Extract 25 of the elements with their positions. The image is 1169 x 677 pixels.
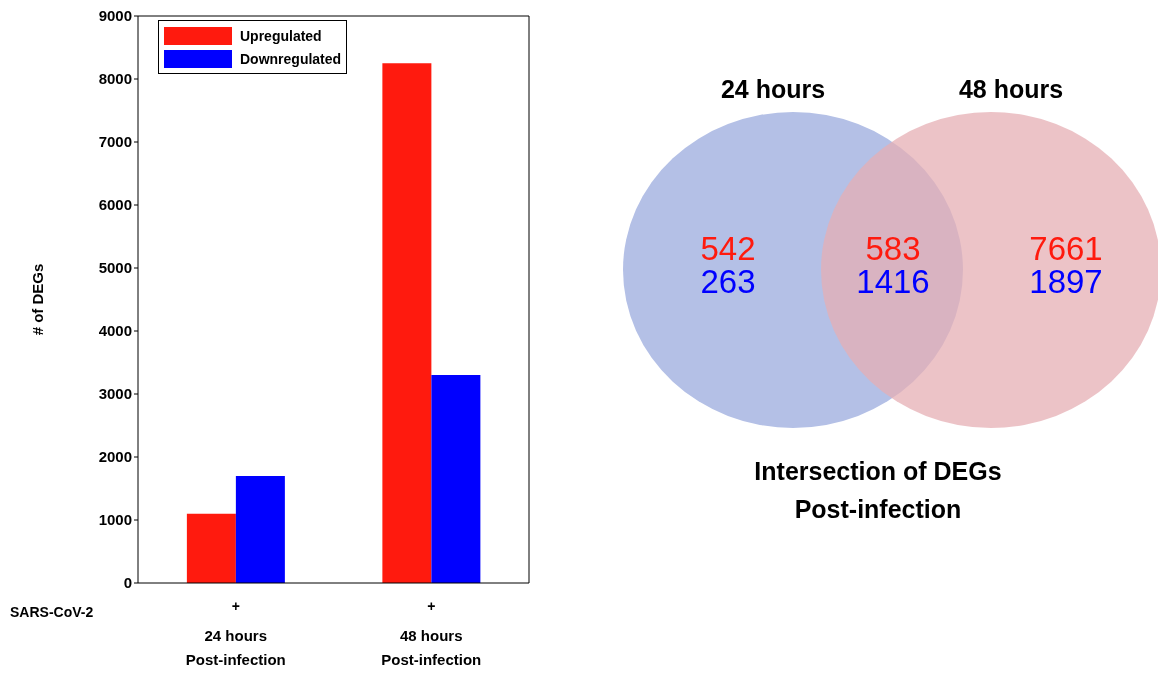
- legend-label: Upregulated: [240, 27, 322, 44]
- y-tick-label: 0: [123, 574, 132, 592]
- bar: [235, 475, 285, 583]
- bar: [431, 375, 481, 583]
- y-tick-label: 8000: [98, 70, 132, 88]
- legend-label: Downregulated: [240, 50, 342, 67]
- y-tick-label: 1000: [98, 511, 132, 529]
- text: 24 hours: [720, 75, 826, 103]
- y-tick-label: 5000: [98, 259, 132, 277]
- bar: [382, 63, 432, 583]
- y-tick-label: 2000: [98, 448, 132, 466]
- y-tick-label: 3000: [98, 385, 132, 403]
- x-tick-label: 24 hours Post-infection: [185, 627, 286, 668]
- y-tick-label: 6000: [98, 196, 132, 214]
- text: Intersection of DEGs Post-infection: [754, 457, 1002, 523]
- bar: [186, 513, 236, 583]
- x-tick-label: 48 hours Post-infection: [381, 627, 482, 668]
- y-axis-title: # of DEGs: [29, 263, 47, 336]
- text: 48 hours: [958, 75, 1064, 103]
- y-tick-label: 7000: [98, 133, 132, 151]
- y-tick-label: 4000: [98, 322, 132, 340]
- text: +: [427, 598, 436, 614]
- text: +: [231, 598, 240, 614]
- text: SARS-CoV-2: [10, 604, 94, 620]
- y-tick-label: 9000: [98, 7, 132, 25]
